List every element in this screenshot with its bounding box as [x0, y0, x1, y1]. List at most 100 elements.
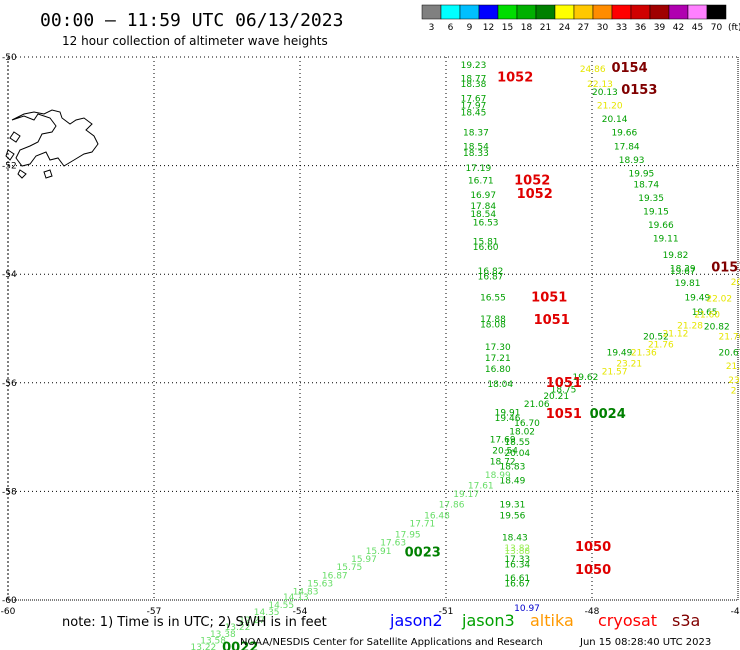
colorbar-unit: (ft)	[728, 23, 740, 33]
colorbar-swatch	[554, 4, 575, 20]
wave-height-label: 18.55	[504, 438, 530, 448]
pass-time-label: 0154	[611, 61, 647, 76]
wave-height-label: 21.20	[597, 102, 623, 112]
lat-tick-label: -58	[2, 487, 17, 497]
pass-time-label: 0022	[222, 641, 258, 650]
satellite-name: jason3	[461, 611, 515, 630]
wave-height-label: 24.86	[580, 65, 606, 75]
wave-height-label: 13.58	[200, 636, 226, 646]
wave-height-label: 18.93	[619, 156, 645, 166]
wave-height-label: 19.31	[500, 501, 526, 511]
pass-time-label: 1051	[531, 290, 567, 305]
wave-height-label: 17.61	[468, 482, 494, 492]
wave-height-label: 17.86	[439, 501, 465, 511]
footer-source: NOAA/NESDIS Center for Satellite Applica…	[240, 637, 543, 648]
colorbar-label: 18	[521, 23, 533, 33]
wave-height-label: 19.67	[670, 267, 696, 277]
colorbar-swatch	[497, 4, 518, 20]
wave-height-label: 14.55	[268, 601, 294, 611]
colorbar-swatch	[421, 4, 442, 20]
wave-height-label: 18.99	[485, 471, 511, 481]
wave-height-label: 15.81	[473, 237, 499, 247]
wave-height-label: 17.67	[461, 95, 487, 105]
wave-height-label: 19.35	[638, 194, 664, 204]
wave-height-label: 17.33	[504, 555, 530, 565]
wave-height-label: 17.63	[380, 539, 406, 549]
colorbar-swatch	[687, 4, 708, 20]
pass-time-label: 0023	[405, 546, 441, 561]
wave-height-label: 19.82	[663, 251, 689, 261]
wave-height-label: 18.45	[461, 109, 487, 119]
colorbar-label: 36	[635, 23, 647, 33]
lon-tick-label: -45	[731, 607, 740, 617]
wave-height-label: 21.06	[524, 400, 550, 410]
wave-height-label: 19.46	[495, 414, 521, 424]
colorbar-swatch	[573, 4, 594, 20]
wave-height-label: 21.36	[631, 349, 657, 359]
colorbar-swatch	[516, 4, 537, 20]
colorbar-label: 12	[483, 23, 494, 33]
wave-height-label: 18.37	[463, 129, 489, 139]
colorbar-label: 9	[467, 23, 473, 33]
wave-height-label: 16.48	[424, 512, 450, 522]
satellite-name: jason2	[389, 611, 443, 630]
pass-time-label: 1052	[514, 174, 550, 189]
wave-height-label: 16.60	[473, 243, 499, 253]
colorbar-swatch	[611, 4, 632, 20]
wave-height-label: 19.81	[675, 279, 701, 289]
colorbar-label: 15	[502, 23, 513, 33]
wave-height-label: 19.95	[629, 169, 655, 179]
lon-tick-label: -54	[293, 607, 308, 617]
pass-time-label: 1051	[534, 313, 570, 328]
wave-height-label: 13.38	[210, 630, 236, 640]
pass-time-label: 1052	[497, 70, 533, 85]
lon-tick-label: -60	[1, 607, 16, 617]
wave-height-label: 16.82	[478, 267, 504, 277]
wave-height-label: 18.02	[509, 427, 535, 437]
lon-tick-label: -57	[147, 607, 162, 617]
wave-height-label: 16.53	[473, 218, 499, 228]
axis-tick-labels: -50 -52 -54 -56 -58 -60-60 -57 -54 -51 -48 -45	[1, 53, 740, 617]
wave-height-label: 16.97	[470, 191, 496, 201]
wave-height-label: 18.49	[500, 476, 526, 486]
wave-height-label: 19.66	[648, 221, 674, 231]
colorbar-swatch	[440, 4, 461, 20]
wave-height-label: 19.49	[684, 293, 710, 303]
pass-time-labels: 1052105210521051105110511051105010500154…	[222, 61, 740, 650]
map-title: 00:00 – 11:59 UTC 06/13/2023	[40, 10, 343, 31]
wave-height-label: 17.19	[465, 164, 491, 174]
colorbar-label: 70	[711, 23, 723, 33]
satellite-name: cryosat	[598, 611, 657, 630]
wave-height-label: 13.22	[225, 623, 251, 633]
colorbar-swatch	[630, 4, 651, 20]
satellite-legend: jason2 jason3 altika cryosat s3a	[389, 611, 700, 630]
lat-tick-label: -54	[2, 270, 17, 280]
satellite-name: altika	[530, 611, 574, 630]
wave-height-label: 15.75	[337, 563, 363, 573]
wave-height-label: 15.91	[366, 547, 392, 557]
lon-tick-label: -51	[439, 607, 454, 617]
wave-height-label: 19.66	[611, 129, 637, 139]
wave-height-label: 18.77	[461, 74, 487, 84]
wave-height-label: 20.52	[643, 332, 669, 342]
wave-height-label: 23	[728, 376, 739, 386]
wave-height-label: 16.55	[480, 293, 506, 303]
colorbar-swatch	[478, 4, 499, 20]
colorbar-label: 21	[540, 23, 551, 33]
wave-height-label: 18.75	[551, 386, 577, 396]
wave-height-label: 21.76	[648, 341, 674, 351]
wave-height-label: 20.14	[602, 115, 628, 125]
colorbar-swatch	[592, 4, 613, 20]
wave-height-label: 19.65	[692, 308, 718, 318]
wave-height-label: 20	[731, 278, 740, 288]
wave-height-label: 20.54	[492, 446, 518, 456]
wave-height-label: 21.28	[677, 322, 703, 332]
wave-height-label: 17.95	[395, 531, 421, 541]
wave-height-label: 16.80	[485, 365, 511, 375]
wave-height-label: 2	[731, 387, 737, 397]
colorbar-label: 33	[616, 23, 627, 33]
colorbar-swatch	[668, 4, 689, 20]
wave-height-label: 17.88	[480, 315, 506, 325]
